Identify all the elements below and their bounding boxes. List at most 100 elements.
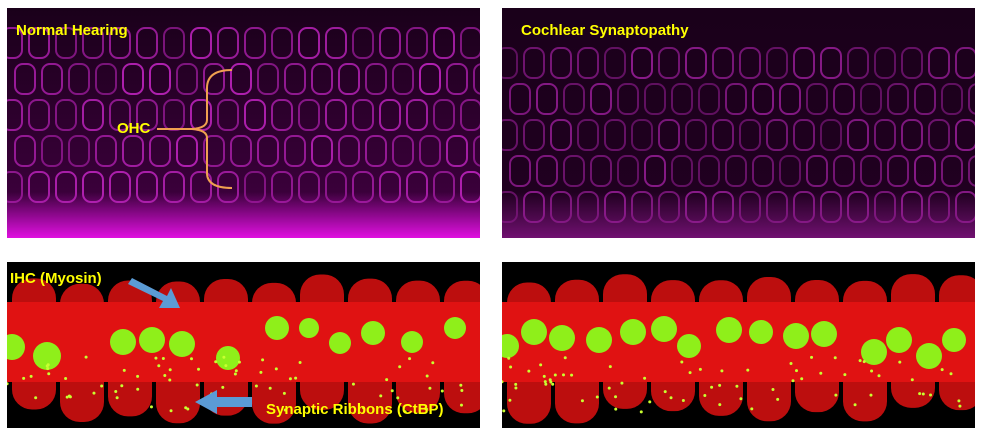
synaptic-ribbon bbox=[274, 367, 278, 371]
synaptic-ribbon bbox=[595, 395, 599, 399]
hair-cell-outline bbox=[563, 155, 585, 187]
ihc-micrograph bbox=[502, 274, 975, 424]
hair-cell-outline bbox=[122, 135, 144, 167]
hair-cell-outline bbox=[28, 27, 50, 59]
synaptic-ribbons-label: Synaptic Ribbons (CtBP) bbox=[266, 401, 444, 418]
hair-cell-outline bbox=[536, 83, 558, 115]
synaptic-ribbon bbox=[214, 360, 218, 364]
hair-cell-outline bbox=[766, 191, 788, 223]
synaptic-ribbon bbox=[168, 378, 172, 382]
nucleus bbox=[169, 331, 195, 357]
synaptic-ribbon bbox=[161, 357, 165, 361]
hair-cell-outline bbox=[311, 63, 333, 95]
hair-cell-outline bbox=[352, 27, 374, 59]
hair-cell-outline bbox=[271, 171, 293, 203]
synaptic-ribbon bbox=[136, 374, 140, 378]
hair-cell-outline bbox=[968, 155, 975, 187]
synaptic-ribbon bbox=[819, 371, 823, 375]
hair-cell-outline bbox=[379, 27, 401, 59]
hair-cell-outline bbox=[230, 63, 252, 95]
synaptic-ribbon bbox=[507, 356, 511, 360]
nucleus bbox=[502, 334, 519, 358]
synaptic-ribbon bbox=[92, 391, 96, 395]
synaptic-ribbon bbox=[237, 360, 241, 364]
hair-cell-outline bbox=[604, 47, 626, 79]
hair-cell-outline bbox=[298, 171, 320, 203]
hair-cell-outline bbox=[631, 119, 653, 151]
synaptic-ribbon bbox=[122, 368, 126, 372]
hair-cell-outline bbox=[968, 83, 975, 115]
hair-cell-outline bbox=[460, 171, 480, 203]
synaptic-ribbon bbox=[408, 357, 412, 361]
synaptic-ribbon bbox=[514, 386, 518, 390]
hair-cell-outline bbox=[379, 171, 401, 203]
synaptic-ribbon bbox=[184, 406, 188, 410]
hair-cell-outline bbox=[685, 119, 707, 151]
hair-cell-outline bbox=[136, 27, 158, 59]
hair-cell-outline bbox=[577, 191, 599, 223]
synaptic-ribbon bbox=[114, 390, 118, 394]
synaptic-ribbon bbox=[680, 360, 684, 364]
synaptic-ribbon bbox=[224, 364, 228, 368]
hair-cell-outline bbox=[190, 27, 212, 59]
synaptic-ribbon bbox=[502, 409, 506, 413]
hair-cell-outline bbox=[779, 155, 801, 187]
synaptic-ribbon bbox=[739, 397, 743, 401]
hair-cell-outline bbox=[68, 135, 90, 167]
hair-cell-outline bbox=[928, 119, 950, 151]
hair-cell-outline bbox=[406, 99, 428, 131]
synaptic-ribbon bbox=[620, 381, 624, 385]
synaptic-ribbon bbox=[853, 403, 857, 407]
synaptic-ribbon bbox=[115, 396, 119, 400]
synaptic-ribbon bbox=[197, 367, 201, 371]
synaptic-ribbon bbox=[29, 374, 33, 378]
hair-cell-outline bbox=[502, 191, 518, 223]
hair-cell-outline bbox=[55, 171, 77, 203]
hair-cell-outline bbox=[820, 119, 842, 151]
hair-cell-outline bbox=[95, 135, 117, 167]
hair-cell-outline bbox=[712, 191, 734, 223]
ohc-label: OHC bbox=[117, 120, 151, 137]
synaptic-ribbon bbox=[614, 407, 618, 411]
hair-cell-outline bbox=[419, 63, 441, 95]
hair-cell-outline bbox=[406, 171, 428, 203]
synaptic-ribbon bbox=[735, 384, 739, 388]
synaptic-ribbon bbox=[869, 393, 873, 397]
hair-cell-outline bbox=[928, 47, 950, 79]
synaptic-ribbon bbox=[403, 410, 407, 414]
hair-cell-outline bbox=[163, 171, 185, 203]
hair-cell-outline bbox=[739, 191, 761, 223]
hair-cell-outline bbox=[739, 119, 761, 151]
synaptic-ribbon bbox=[514, 382, 518, 386]
ohc-micrograph bbox=[502, 8, 975, 238]
hair-cell-outline bbox=[955, 119, 975, 151]
synaptic-ribbon bbox=[509, 365, 513, 369]
nucleus bbox=[811, 321, 837, 347]
hair-cell-outline bbox=[325, 27, 347, 59]
synaptic-ribbon bbox=[949, 372, 953, 376]
normal-hearing-title: Normal Hearing bbox=[16, 22, 128, 39]
nucleus bbox=[521, 319, 547, 345]
hair-cell-outline bbox=[523, 47, 545, 79]
synaptic-ribbon bbox=[549, 380, 553, 384]
hair-cell-outline bbox=[550, 47, 572, 79]
hair-cell-outline bbox=[914, 83, 936, 115]
synaptic-ribbon bbox=[424, 407, 428, 411]
hair-cell-outline bbox=[433, 171, 455, 203]
hair-cell-outline bbox=[955, 47, 975, 79]
synaptic-ribbon bbox=[746, 368, 750, 372]
synaptic-ribbon bbox=[459, 403, 463, 407]
nucleus bbox=[942, 328, 966, 352]
hair-cell-outline bbox=[874, 47, 896, 79]
hair-cell-outline bbox=[136, 99, 158, 131]
hair-cell-outline bbox=[352, 99, 374, 131]
hair-cell-outline bbox=[257, 135, 279, 167]
hair-cell-outline bbox=[28, 171, 50, 203]
hair-cell-outline bbox=[617, 83, 639, 115]
synaptic-ribbon bbox=[154, 356, 158, 360]
synaptic-ribbon bbox=[440, 389, 444, 393]
hair-cell-outline bbox=[460, 99, 480, 131]
hair-cell-outline bbox=[502, 119, 518, 151]
nucleus bbox=[329, 332, 351, 354]
synaptic-ribbon bbox=[833, 356, 837, 360]
